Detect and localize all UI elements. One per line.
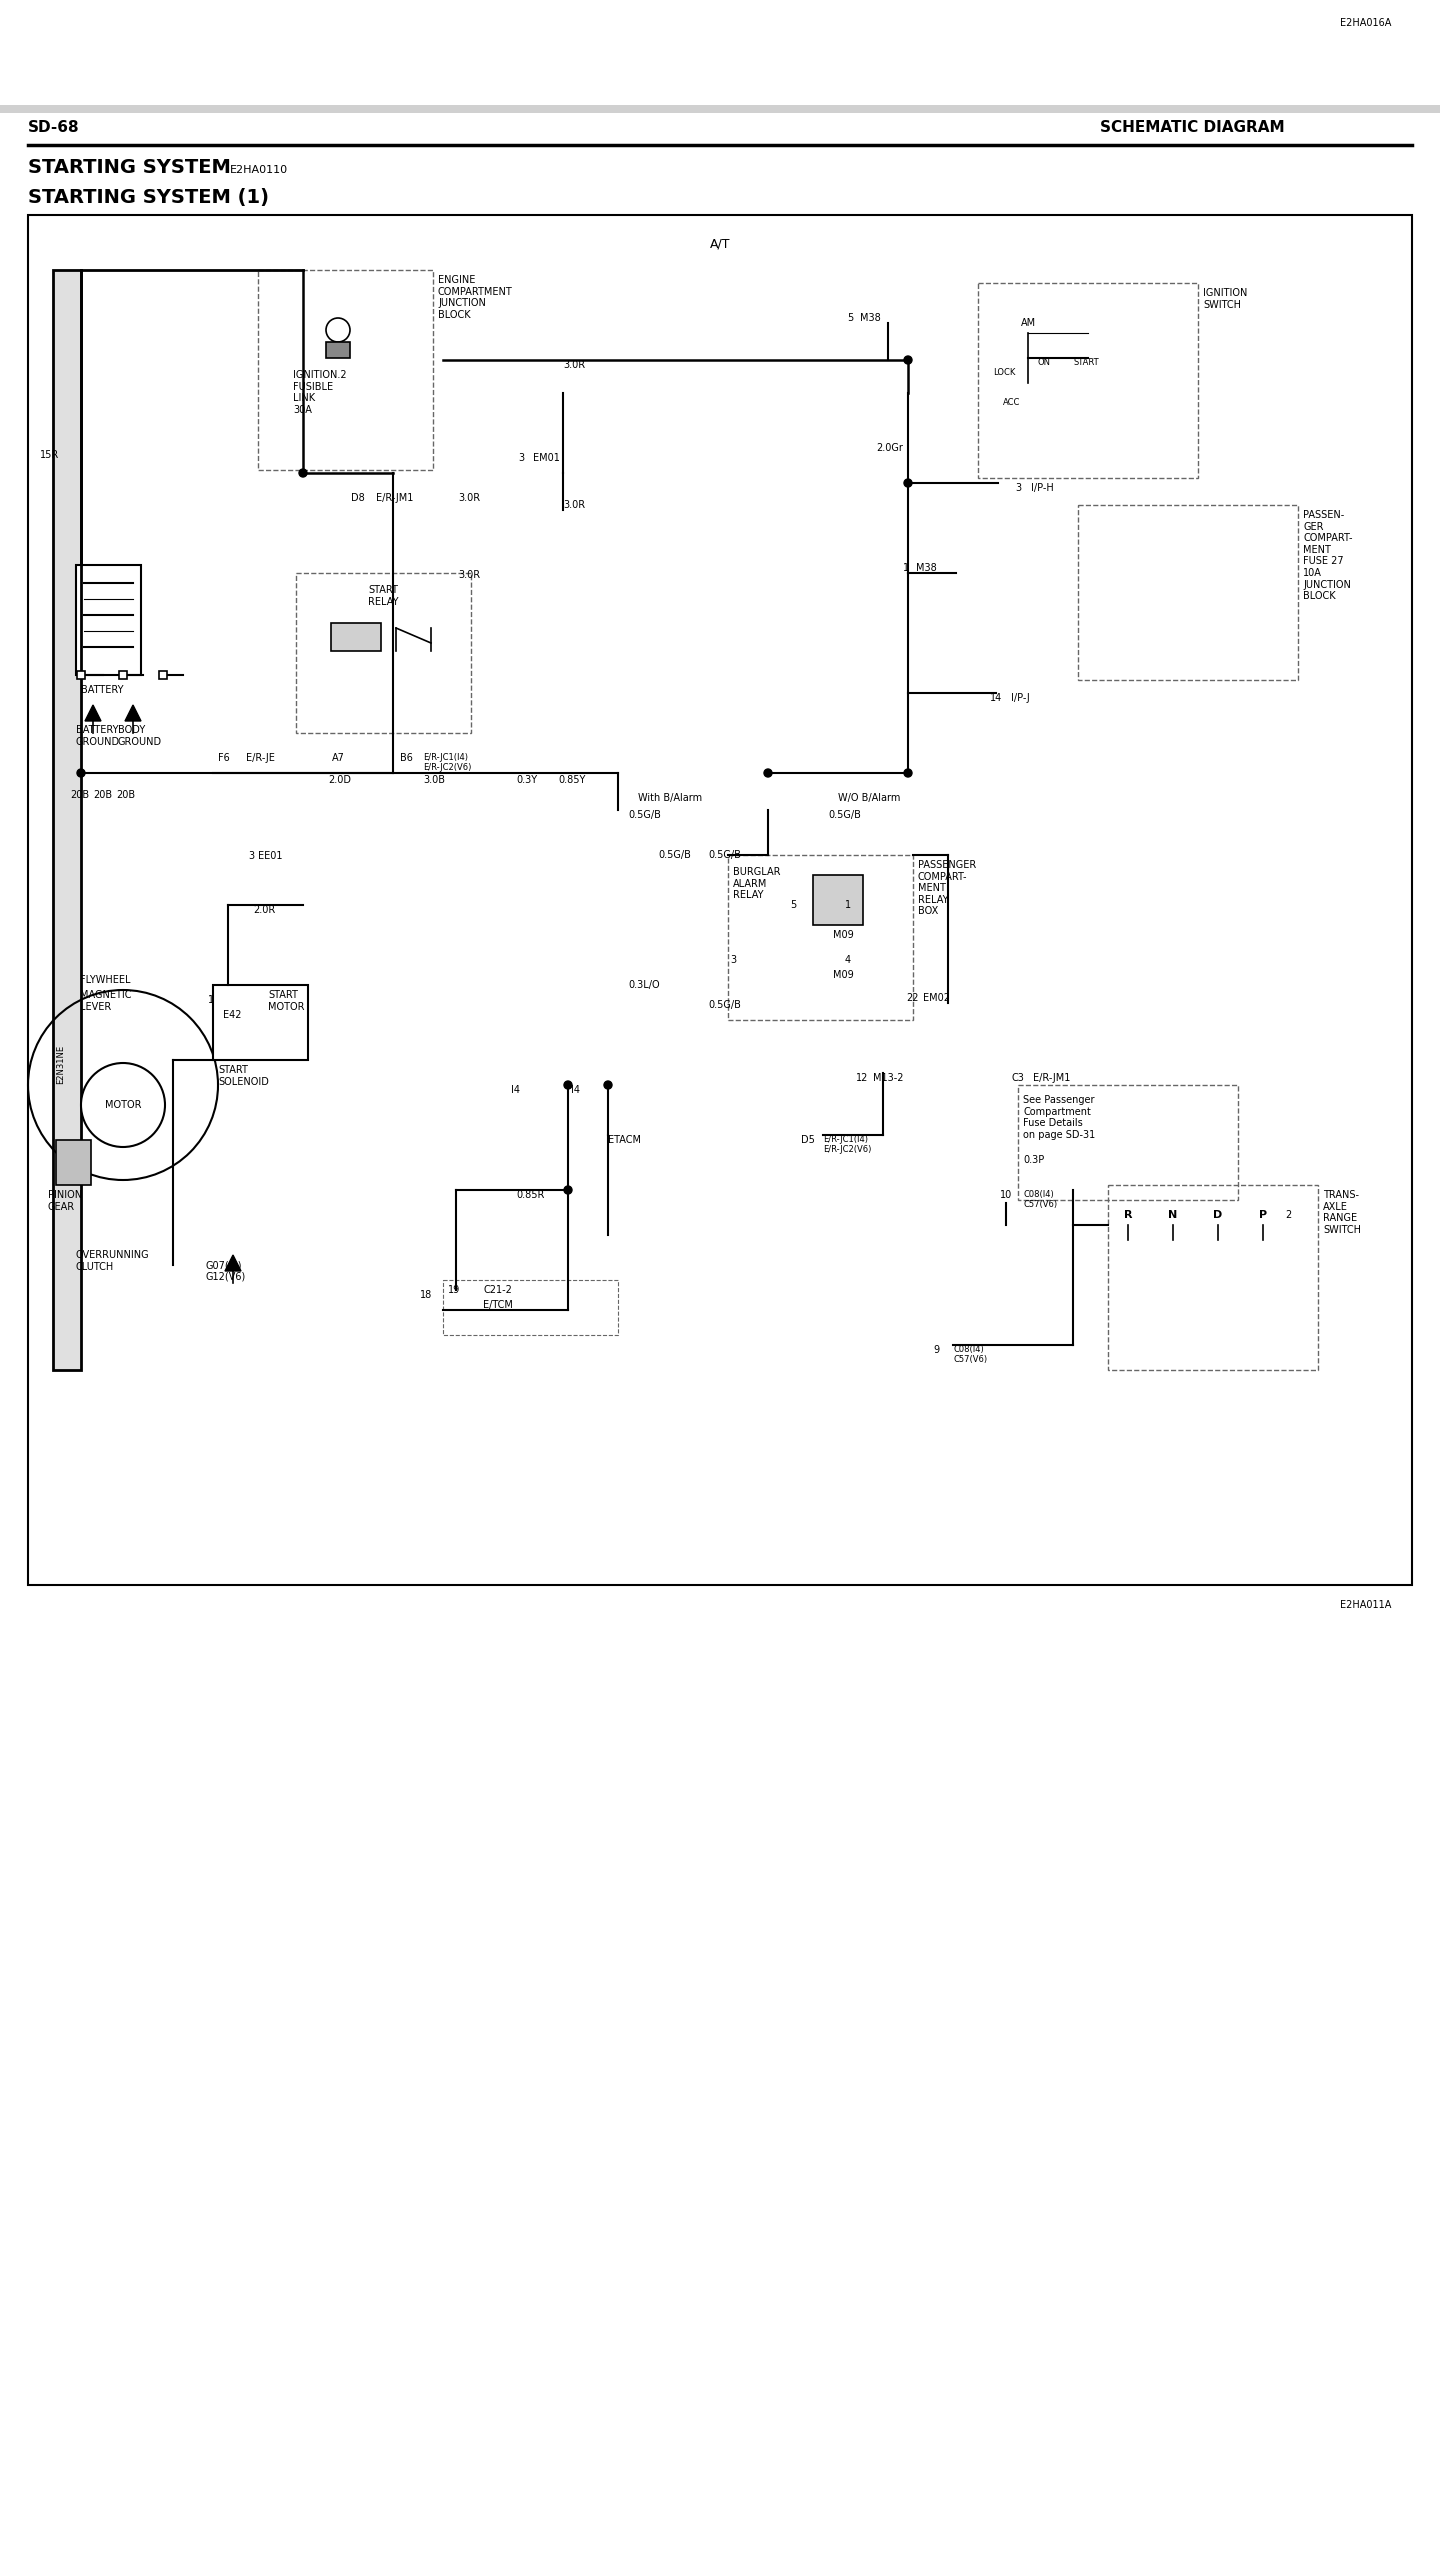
- Text: MOTOR: MOTOR: [105, 1101, 141, 1111]
- Text: 20B: 20B: [117, 791, 135, 801]
- Text: E2HA011A: E2HA011A: [1341, 1600, 1391, 1610]
- Text: 0.5G/B: 0.5G/B: [708, 1001, 740, 1011]
- Text: 14: 14: [989, 694, 1002, 704]
- Text: 0.3L/O: 0.3L/O: [628, 980, 660, 991]
- Text: See Passenger
Compartment
Fuse Details
on page SD-31: See Passenger Compartment Fuse Details o…: [1022, 1096, 1096, 1139]
- Polygon shape: [85, 704, 101, 722]
- Text: P: P: [1259, 1211, 1267, 1221]
- Text: I4: I4: [572, 1085, 580, 1096]
- Text: C08(I4)
C57(V6): C08(I4) C57(V6): [953, 1344, 988, 1364]
- Text: C21-2: C21-2: [482, 1285, 511, 1295]
- Text: 0.85R: 0.85R: [516, 1190, 544, 1201]
- Text: 0.85Y: 0.85Y: [559, 776, 586, 786]
- Bar: [53, 269, 81, 1370]
- Text: 0.3P: 0.3P: [1022, 1155, 1044, 1165]
- Text: I/P-J: I/P-J: [1011, 694, 1030, 704]
- Text: E/TCM: E/TCM: [482, 1300, 513, 1311]
- Text: 9: 9: [933, 1344, 939, 1354]
- Text: 22: 22: [906, 993, 919, 1004]
- Text: OVERRUNNING
CLUTCH: OVERRUNNING CLUTCH: [76, 1249, 150, 1272]
- Text: E2HA016A: E2HA016A: [1341, 18, 1391, 28]
- Text: 12: 12: [855, 1073, 868, 1083]
- Text: 4: 4: [845, 955, 851, 965]
- Text: 20B: 20B: [71, 791, 89, 801]
- Text: M13-2: M13-2: [873, 1073, 903, 1083]
- Bar: [297, 573, 471, 732]
- Polygon shape: [125, 704, 141, 722]
- Text: TRANS-
AXLE
RANGE
SWITCH: TRANS- AXLE RANGE SWITCH: [1323, 1190, 1361, 1234]
- Text: IGNITION
SWITCH: IGNITION SWITCH: [1202, 289, 1247, 310]
- Text: N: N: [1168, 1211, 1178, 1221]
- Text: D8: D8: [351, 494, 364, 502]
- Bar: [213, 986, 308, 1060]
- Text: MAGNETIC
LEVER: MAGNETIC LEVER: [81, 991, 131, 1011]
- Bar: [27, 215, 1413, 1585]
- Text: START
MOTOR: START MOTOR: [268, 991, 304, 1011]
- Text: E/R-JE: E/R-JE: [246, 753, 275, 763]
- Circle shape: [904, 356, 912, 364]
- Text: 3.0B: 3.0B: [423, 776, 445, 786]
- Text: ON: ON: [1038, 358, 1051, 366]
- Text: 19: 19: [448, 1285, 461, 1295]
- Text: 1: 1: [845, 901, 851, 909]
- Text: 18: 18: [420, 1290, 432, 1300]
- Text: 1: 1: [207, 996, 215, 1006]
- Text: M38: M38: [860, 312, 881, 323]
- Text: 3.0R: 3.0R: [563, 499, 585, 509]
- Text: 5: 5: [847, 312, 852, 323]
- Text: LOCK: LOCK: [994, 369, 1015, 376]
- Circle shape: [300, 468, 307, 476]
- Bar: [0, 105, 1440, 113]
- Circle shape: [564, 1185, 572, 1193]
- Circle shape: [81, 1062, 166, 1147]
- Text: E42: E42: [223, 1011, 242, 1019]
- Text: 0.5G/B: 0.5G/B: [628, 809, 661, 819]
- Circle shape: [904, 479, 912, 486]
- Text: A7: A7: [331, 753, 344, 763]
- Bar: [444, 1280, 618, 1334]
- Text: D: D: [1214, 1211, 1223, 1221]
- Text: W/O B/Alarm: W/O B/Alarm: [838, 794, 900, 804]
- Text: E2HA0110: E2HA0110: [230, 164, 288, 174]
- Text: E/R-JM1: E/R-JM1: [1032, 1073, 1070, 1083]
- Text: E/R-JC1(I4)
E/R-JC2(V6): E/R-JC1(I4) E/R-JC2(V6): [824, 1134, 871, 1155]
- Bar: [258, 269, 433, 471]
- Text: 3.0R: 3.0R: [458, 494, 480, 502]
- Text: STARTING SYSTEM: STARTING SYSTEM: [27, 159, 230, 177]
- Text: 15R: 15R: [40, 451, 59, 461]
- Text: 3.0R: 3.0R: [563, 361, 585, 371]
- Text: START
RELAY: START RELAY: [369, 586, 399, 607]
- Text: START
SOLENOID: START SOLENOID: [217, 1065, 269, 1085]
- Text: BODY
GROUND: BODY GROUND: [118, 724, 163, 748]
- Text: SCHEMATIC DIAGRAM: SCHEMATIC DIAGRAM: [1100, 120, 1284, 136]
- Text: 2.0Gr: 2.0Gr: [876, 443, 903, 453]
- Bar: [1107, 1185, 1318, 1370]
- Text: A/T: A/T: [710, 238, 730, 251]
- Text: ETACM: ETACM: [608, 1134, 641, 1144]
- Text: C3: C3: [1011, 1073, 1024, 1083]
- Bar: [331, 622, 382, 650]
- Text: F6: F6: [217, 753, 230, 763]
- Polygon shape: [225, 1254, 240, 1270]
- Circle shape: [904, 768, 912, 778]
- Text: SD-68: SD-68: [27, 120, 79, 136]
- Text: 3: 3: [730, 955, 736, 965]
- Text: 1: 1: [903, 563, 909, 573]
- Circle shape: [76, 768, 85, 778]
- Text: PINION
GEAR: PINION GEAR: [48, 1190, 82, 1211]
- Text: ENGINE
COMPARTMENT
JUNCTION
BLOCK: ENGINE COMPARTMENT JUNCTION BLOCK: [438, 274, 513, 320]
- Text: 0.5G/B: 0.5G/B: [708, 850, 740, 860]
- Text: B6: B6: [399, 753, 412, 763]
- Text: 2.0D: 2.0D: [328, 776, 351, 786]
- Bar: [120, 671, 127, 678]
- Text: BURGLAR
ALARM
RELAY: BURGLAR ALARM RELAY: [733, 868, 780, 901]
- Bar: [978, 284, 1198, 479]
- Circle shape: [564, 1080, 572, 1088]
- Text: EE01: EE01: [258, 850, 282, 860]
- Text: ACC: ACC: [1004, 397, 1021, 407]
- Text: E/R-JC1(I4)
E/R-JC2(V6): E/R-JC1(I4) E/R-JC2(V6): [423, 753, 471, 773]
- Text: EM02: EM02: [923, 993, 950, 1004]
- Text: I4: I4: [511, 1085, 520, 1096]
- Text: 3: 3: [248, 850, 253, 860]
- Text: E/R-JM1: E/R-JM1: [376, 494, 413, 502]
